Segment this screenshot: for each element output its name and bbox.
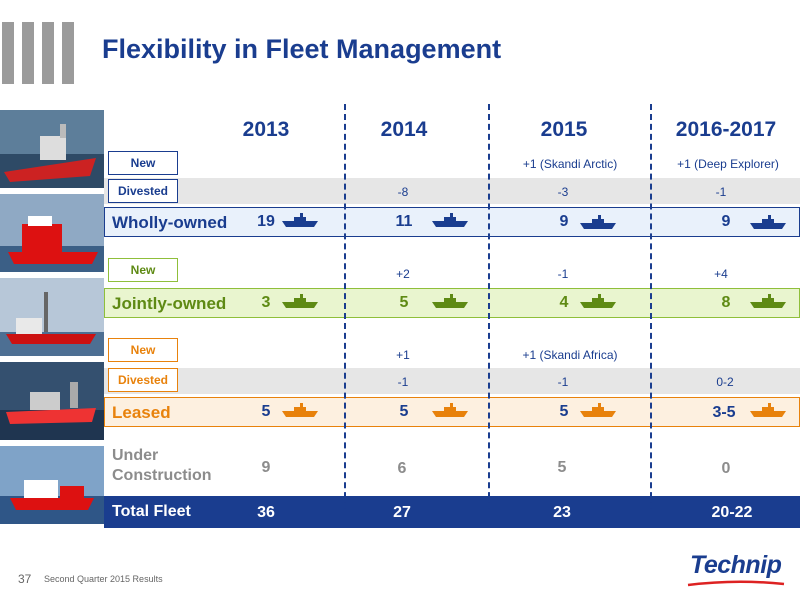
wholly-value-2015: 9 [559, 213, 569, 230]
ship-icon [432, 294, 468, 308]
ship-icon [580, 215, 616, 229]
year-header: 2015 [540, 118, 588, 141]
ship-photo [0, 446, 104, 524]
leased-divested-2014: -1 [397, 375, 409, 389]
ship-icon [432, 213, 468, 227]
leased-divested-2016-2017: 0-2 [716, 375, 734, 389]
uc-value-2014: 6 [397, 460, 407, 477]
wholly-owned-label: Wholly-owned [112, 213, 228, 232]
leased-new-2015: +1 (Skandi Africa) [522, 348, 618, 362]
leased-value-2016-2017: 3-5 [712, 404, 736, 421]
new-tag: New [108, 338, 178, 362]
decorative-bar [62, 22, 74, 84]
ship-photo [0, 110, 104, 188]
total-fleet-label: Total Fleet [112, 503, 191, 520]
jointly-new-2014: +2 [396, 267, 410, 281]
jointly-value-2015: 4 [559, 294, 569, 311]
total-value-2014: 27 [393, 504, 411, 521]
wholly-value-2016-2017: 9 [721, 213, 731, 230]
ship-photo [0, 362, 104, 440]
total-value-2015: 23 [553, 504, 571, 521]
jointly-value-2016-2017: 8 [721, 294, 731, 311]
ship-photo [0, 278, 104, 356]
ship-icon [750, 215, 786, 229]
divested-tag: Divested [108, 368, 178, 392]
jointly-value-2013: 3 [261, 294, 271, 311]
technip-logo: Technip [690, 551, 782, 579]
total-value-2013: 36 [257, 504, 275, 521]
jointly-owned-label: Jointly-owned [112, 294, 227, 313]
page-number: 37 [18, 572, 32, 586]
total-fleet-band [104, 496, 800, 528]
column-divider [650, 104, 652, 528]
leased-divested-band [104, 368, 800, 394]
wholly-new-2016-2017: +1 (Deep Explorer) [677, 157, 779, 171]
footer-text: Second Quarter 2015 Results [44, 574, 163, 584]
jointly-new-2016-2017: +4 [714, 267, 728, 281]
ship-photo [0, 194, 104, 272]
ship-icon [282, 403, 318, 417]
jointly-new-2015: -1 [557, 267, 569, 281]
year-header: 2016-2017 [675, 118, 777, 141]
leased-value-2015: 5 [559, 403, 569, 420]
year-header: 2013 [242, 118, 290, 141]
year-header: 2014 [380, 118, 428, 141]
total-value-2016-2017: 20-22 [711, 504, 753, 521]
wholly-divested-2015: -3 [557, 185, 569, 199]
column-divider [488, 104, 490, 528]
under-construction-label-line2: Construction [112, 467, 212, 484]
wholly-value-2014: 11 [395, 213, 413, 230]
under-construction-label: Under Construction [112, 446, 212, 486]
new-tag: New [108, 151, 178, 175]
wholly-divested-2014: -8 [397, 185, 409, 199]
uc-value-2016-2017: 0 [721, 460, 731, 477]
wholly-divested-2016-2017: -1 [715, 185, 727, 199]
column-divider [344, 104, 346, 528]
leased-label: Leased [112, 403, 171, 422]
ship-icon [580, 294, 616, 308]
ship-icon [580, 403, 616, 417]
new-tag: New [108, 258, 178, 282]
wholly-divested-band [104, 178, 800, 204]
leased-divested-2015: -1 [557, 375, 569, 389]
ship-icon [750, 294, 786, 308]
decorative-bar [22, 22, 34, 84]
uc-value-2015: 5 [557, 459, 567, 476]
ship-icon [750, 403, 786, 417]
decorative-bar [42, 22, 54, 84]
logo-swoosh [687, 580, 785, 587]
divested-tag: Divested [108, 179, 178, 203]
jointly-value-2014: 5 [399, 294, 409, 311]
wholly-value-2013: 19 [257, 213, 275, 230]
page-title: Flexibility in Fleet Management [102, 34, 502, 64]
leased-value-2013: 5 [261, 403, 271, 420]
ship-icon [432, 403, 468, 417]
leased-value-2014: 5 [399, 403, 409, 420]
under-construction-label-line1: Under [112, 447, 159, 464]
leased-new-2014: +1 [396, 348, 410, 362]
decorative-bar [2, 22, 14, 84]
wholly-new-2015: +1 (Skandi Arctic) [522, 157, 618, 171]
ship-icon [282, 213, 318, 227]
ship-icon [282, 294, 318, 308]
uc-value-2013: 9 [261, 459, 271, 476]
